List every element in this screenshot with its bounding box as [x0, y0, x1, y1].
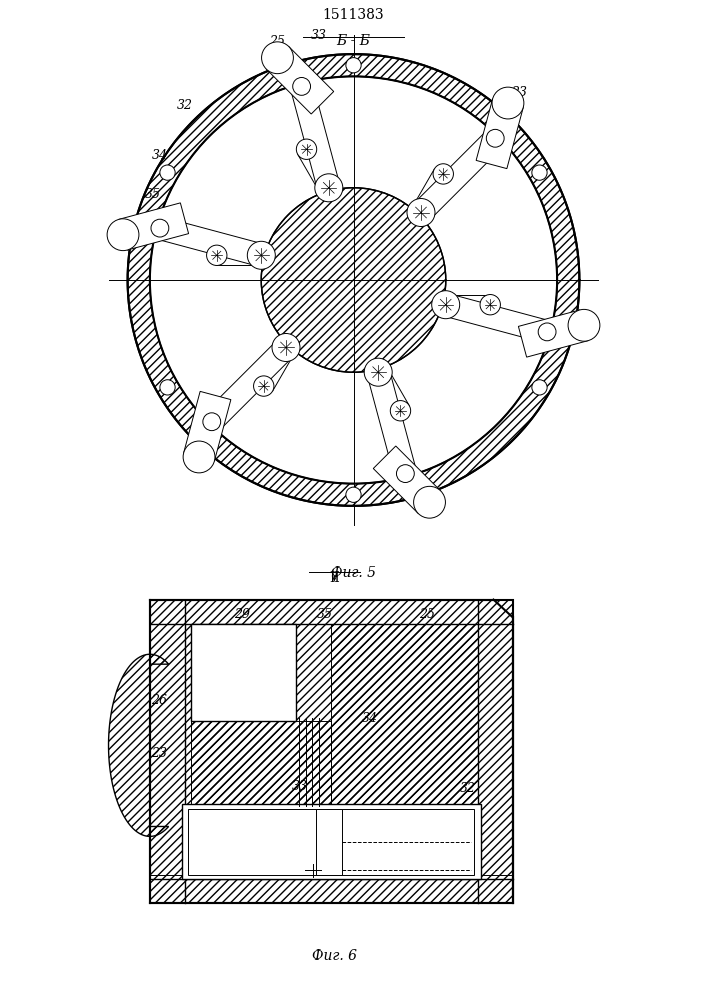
Text: 34: 34: [361, 712, 378, 725]
FancyBboxPatch shape: [191, 624, 296, 721]
Text: Фиг. 5: Фиг. 5: [331, 566, 376, 580]
Text: Фиг. 6: Фиг. 6: [312, 949, 357, 963]
Circle shape: [247, 241, 275, 269]
Text: 33: 33: [310, 29, 327, 42]
Circle shape: [272, 333, 300, 361]
Text: 33: 33: [291, 780, 308, 793]
Circle shape: [183, 441, 215, 473]
Circle shape: [346, 487, 361, 502]
Polygon shape: [184, 391, 231, 461]
Polygon shape: [476, 99, 523, 169]
Circle shape: [390, 401, 411, 421]
Circle shape: [315, 174, 343, 202]
Circle shape: [107, 219, 139, 251]
Polygon shape: [443, 294, 550, 343]
Polygon shape: [518, 310, 588, 357]
Circle shape: [397, 465, 414, 483]
Circle shape: [160, 165, 175, 180]
Circle shape: [433, 164, 453, 184]
Text: 23: 23: [151, 747, 168, 760]
Circle shape: [254, 376, 274, 396]
Circle shape: [532, 380, 547, 395]
FancyBboxPatch shape: [182, 804, 481, 879]
FancyBboxPatch shape: [316, 809, 341, 875]
Circle shape: [206, 245, 227, 265]
Text: 32: 32: [460, 782, 476, 795]
Circle shape: [262, 42, 293, 74]
Circle shape: [203, 413, 221, 431]
Circle shape: [160, 380, 175, 395]
Circle shape: [480, 295, 501, 315]
Polygon shape: [119, 203, 189, 250]
Polygon shape: [445, 295, 490, 315]
Circle shape: [293, 77, 310, 95]
Polygon shape: [217, 245, 262, 265]
Circle shape: [414, 486, 445, 518]
Polygon shape: [267, 47, 334, 114]
Text: 35: 35: [317, 608, 333, 621]
Polygon shape: [204, 339, 294, 430]
Circle shape: [538, 323, 556, 341]
Text: 26: 26: [151, 694, 168, 707]
Polygon shape: [413, 130, 503, 221]
Circle shape: [568, 309, 600, 341]
Circle shape: [151, 219, 169, 237]
Polygon shape: [298, 144, 338, 193]
Polygon shape: [369, 367, 409, 416]
Text: 23: 23: [511, 86, 527, 99]
Text: 34: 34: [151, 149, 168, 162]
Polygon shape: [255, 342, 295, 391]
Text: 25: 25: [269, 35, 285, 48]
Polygon shape: [157, 217, 264, 266]
Circle shape: [486, 129, 504, 147]
Polygon shape: [412, 169, 452, 218]
Circle shape: [492, 87, 524, 119]
Text: 32: 32: [177, 99, 193, 112]
FancyBboxPatch shape: [188, 809, 474, 875]
Text: II: II: [329, 571, 340, 585]
Text: 1511383: 1511383: [322, 8, 385, 22]
Polygon shape: [373, 446, 440, 513]
Text: 25: 25: [419, 608, 435, 621]
Polygon shape: [367, 369, 416, 477]
Circle shape: [407, 199, 435, 227]
Polygon shape: [291, 83, 340, 191]
Circle shape: [532, 165, 547, 180]
Circle shape: [296, 139, 317, 159]
Circle shape: [346, 58, 361, 73]
Text: Б - Б: Б - Б: [337, 34, 370, 48]
Text: 35: 35: [145, 188, 161, 201]
Circle shape: [432, 291, 460, 319]
Text: 29: 29: [234, 608, 250, 621]
Circle shape: [364, 358, 392, 386]
